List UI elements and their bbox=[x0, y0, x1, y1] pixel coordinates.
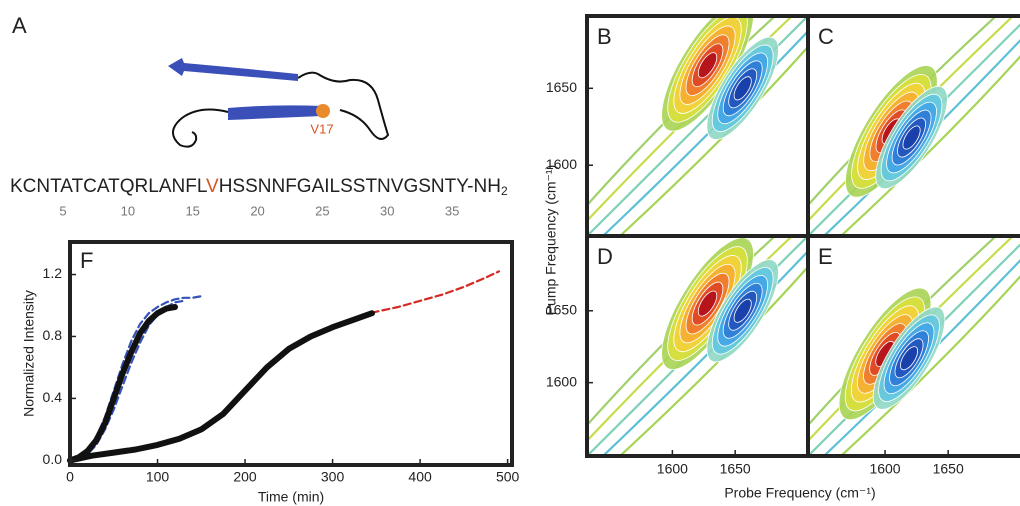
data-line bbox=[67, 310, 375, 464]
backbone bbox=[172, 108, 229, 148]
panel-label: F bbox=[80, 248, 93, 273]
x-tick-label: 100 bbox=[146, 469, 170, 485]
contour-level bbox=[697, 290, 718, 317]
y-tick-label: 0.8 bbox=[43, 327, 63, 343]
x-tick-label: 0 bbox=[66, 469, 74, 485]
position-number: 35 bbox=[445, 203, 459, 218]
contour-plot bbox=[808, 236, 1020, 456]
y-tick-label: 1650 bbox=[546, 79, 577, 95]
position-number: 5 bbox=[59, 203, 66, 218]
y-axis-label: Normalized Intensity bbox=[21, 290, 37, 417]
contour-level bbox=[902, 125, 921, 150]
contour-level bbox=[697, 52, 718, 79]
panel-label: E bbox=[818, 244, 833, 269]
y-tick-label: 0.0 bbox=[43, 451, 63, 467]
data-line bbox=[67, 304, 178, 464]
x-tick-label: 1650 bbox=[720, 461, 751, 477]
y-tick-label: 1.2 bbox=[43, 265, 63, 281]
background-contour bbox=[618, 265, 808, 456]
peptide-structure bbox=[168, 58, 390, 148]
contour-plot bbox=[808, 16, 1020, 236]
position-number: 20 bbox=[250, 203, 264, 218]
panel-label: B bbox=[597, 24, 612, 49]
plot-frame bbox=[806, 234, 1020, 458]
peak bbox=[706, 259, 779, 363]
peak bbox=[706, 36, 779, 140]
sequence: KCNTATCATQRLANFLVHSSNNFGAILSSTNVGSNTY-NH… bbox=[10, 176, 508, 198]
peak bbox=[875, 85, 948, 190]
background-contour bbox=[839, 55, 1020, 236]
background-contour bbox=[839, 275, 1020, 456]
background-contour bbox=[601, 249, 808, 456]
peak bbox=[872, 306, 946, 410]
y-tick-label: 1600 bbox=[546, 373, 577, 389]
sequence-part: KCNTATCATQRLANFL bbox=[10, 176, 207, 197]
contour-plot bbox=[587, 236, 808, 456]
position-number: 15 bbox=[185, 203, 199, 218]
position-number: 10 bbox=[121, 203, 135, 218]
y-tick-label: 1650 bbox=[546, 301, 577, 317]
contour-plot bbox=[587, 16, 808, 236]
x-tick-label: 200 bbox=[233, 469, 257, 485]
residue-label: V17 bbox=[310, 121, 333, 136]
x-tick-label: 400 bbox=[408, 469, 432, 485]
residue-positions: 5 10 15 20 25 30 35 bbox=[59, 203, 459, 218]
beta-strand bbox=[168, 58, 298, 81]
x-tick-label: 300 bbox=[321, 469, 345, 485]
peak bbox=[661, 16, 754, 132]
beta-strand bbox=[228, 105, 322, 120]
subscript: 2 bbox=[501, 184, 508, 198]
contour-level bbox=[733, 298, 752, 323]
x-axis-label: Probe Frequency (cm⁻¹) bbox=[724, 485, 875, 501]
y-axis-label: Pump Frequency (cm⁻¹) bbox=[543, 165, 559, 316]
x-tick-label: 1600 bbox=[869, 461, 900, 477]
panel-label: D bbox=[597, 244, 613, 269]
background-contour bbox=[618, 45, 808, 236]
background-contour bbox=[587, 16, 808, 236]
sequence-part: HSSNNFGAILSSTNVGSNTY-NH bbox=[219, 176, 501, 197]
y-tick-label: 0.4 bbox=[43, 389, 63, 405]
x-tick-label: 1650 bbox=[933, 461, 964, 477]
contour-level bbox=[733, 76, 752, 101]
mutant-residue: V bbox=[206, 176, 219, 197]
backbone bbox=[297, 71, 390, 140]
panel-label: A bbox=[12, 13, 27, 38]
contour-level bbox=[900, 346, 919, 371]
panel-label: C bbox=[818, 24, 834, 49]
x-axis-label: Time (min) bbox=[258, 489, 324, 505]
x-tick-label: 500 bbox=[496, 469, 520, 485]
peak bbox=[838, 287, 932, 421]
residue-marker bbox=[316, 104, 330, 118]
position-number: 30 bbox=[380, 203, 394, 218]
position-number: 25 bbox=[315, 203, 329, 218]
data-line bbox=[68, 299, 185, 462]
x-tick-label: 1600 bbox=[657, 461, 688, 477]
plot-frame bbox=[68, 240, 514, 467]
peak bbox=[661, 237, 754, 370]
y-tick-label: 1600 bbox=[546, 156, 577, 172]
